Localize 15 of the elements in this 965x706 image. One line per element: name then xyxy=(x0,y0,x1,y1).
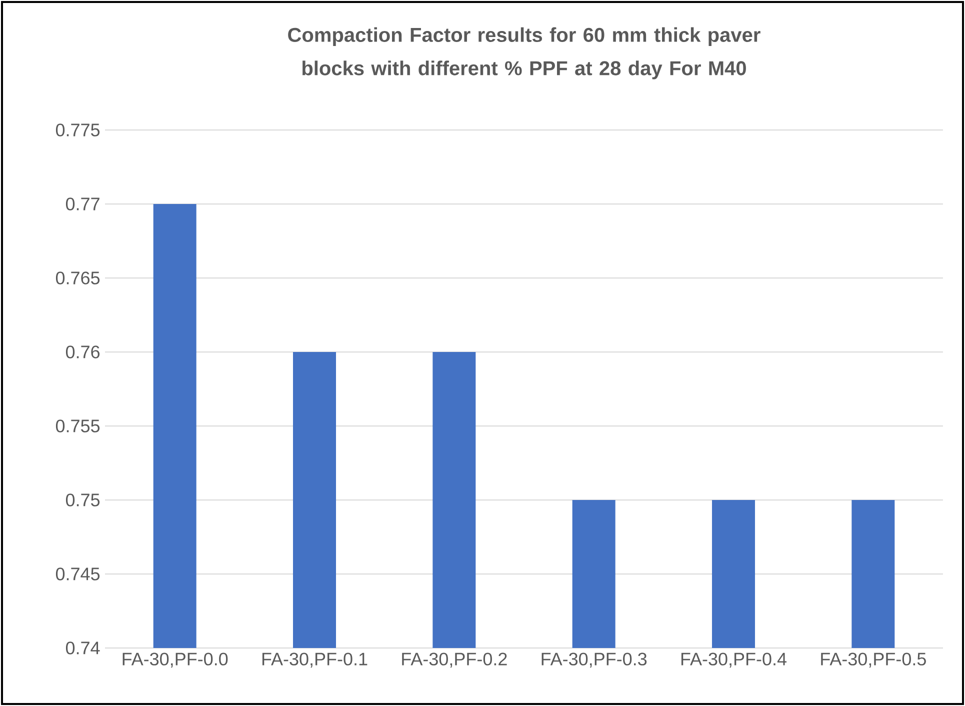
y-tick-label: 0.745 xyxy=(56,568,100,580)
x-tick-label: FA-30,PF-0.5 xyxy=(821,652,926,668)
y-tick-label: 0.765 xyxy=(56,272,100,284)
y-tick-label: 0.755 xyxy=(56,420,100,432)
chart-title: Compaction Factor results for 60 mm thick paver blocks with different % PPF at 28 day For M40 xyxy=(288,27,760,80)
y-tick-label: 0.76 xyxy=(66,346,100,358)
x-tick-label: FA-30,PF-0.2 xyxy=(402,652,507,668)
y-tick-label: 0.77 xyxy=(66,198,100,210)
y-tick-label: 0.75 xyxy=(66,494,100,506)
x-tick-label: FA-30,PF-0.1 xyxy=(262,652,368,668)
y-tick-label: 0.775 xyxy=(56,124,100,136)
y-tick-label: 0.74 xyxy=(66,642,100,654)
x-tick-label: FA-30,PF-0.3 xyxy=(542,652,647,668)
x-tick-label: FA-30,PF-0.4 xyxy=(681,652,786,668)
x-tick-label: FA-30,PF-0.0 xyxy=(122,652,228,668)
